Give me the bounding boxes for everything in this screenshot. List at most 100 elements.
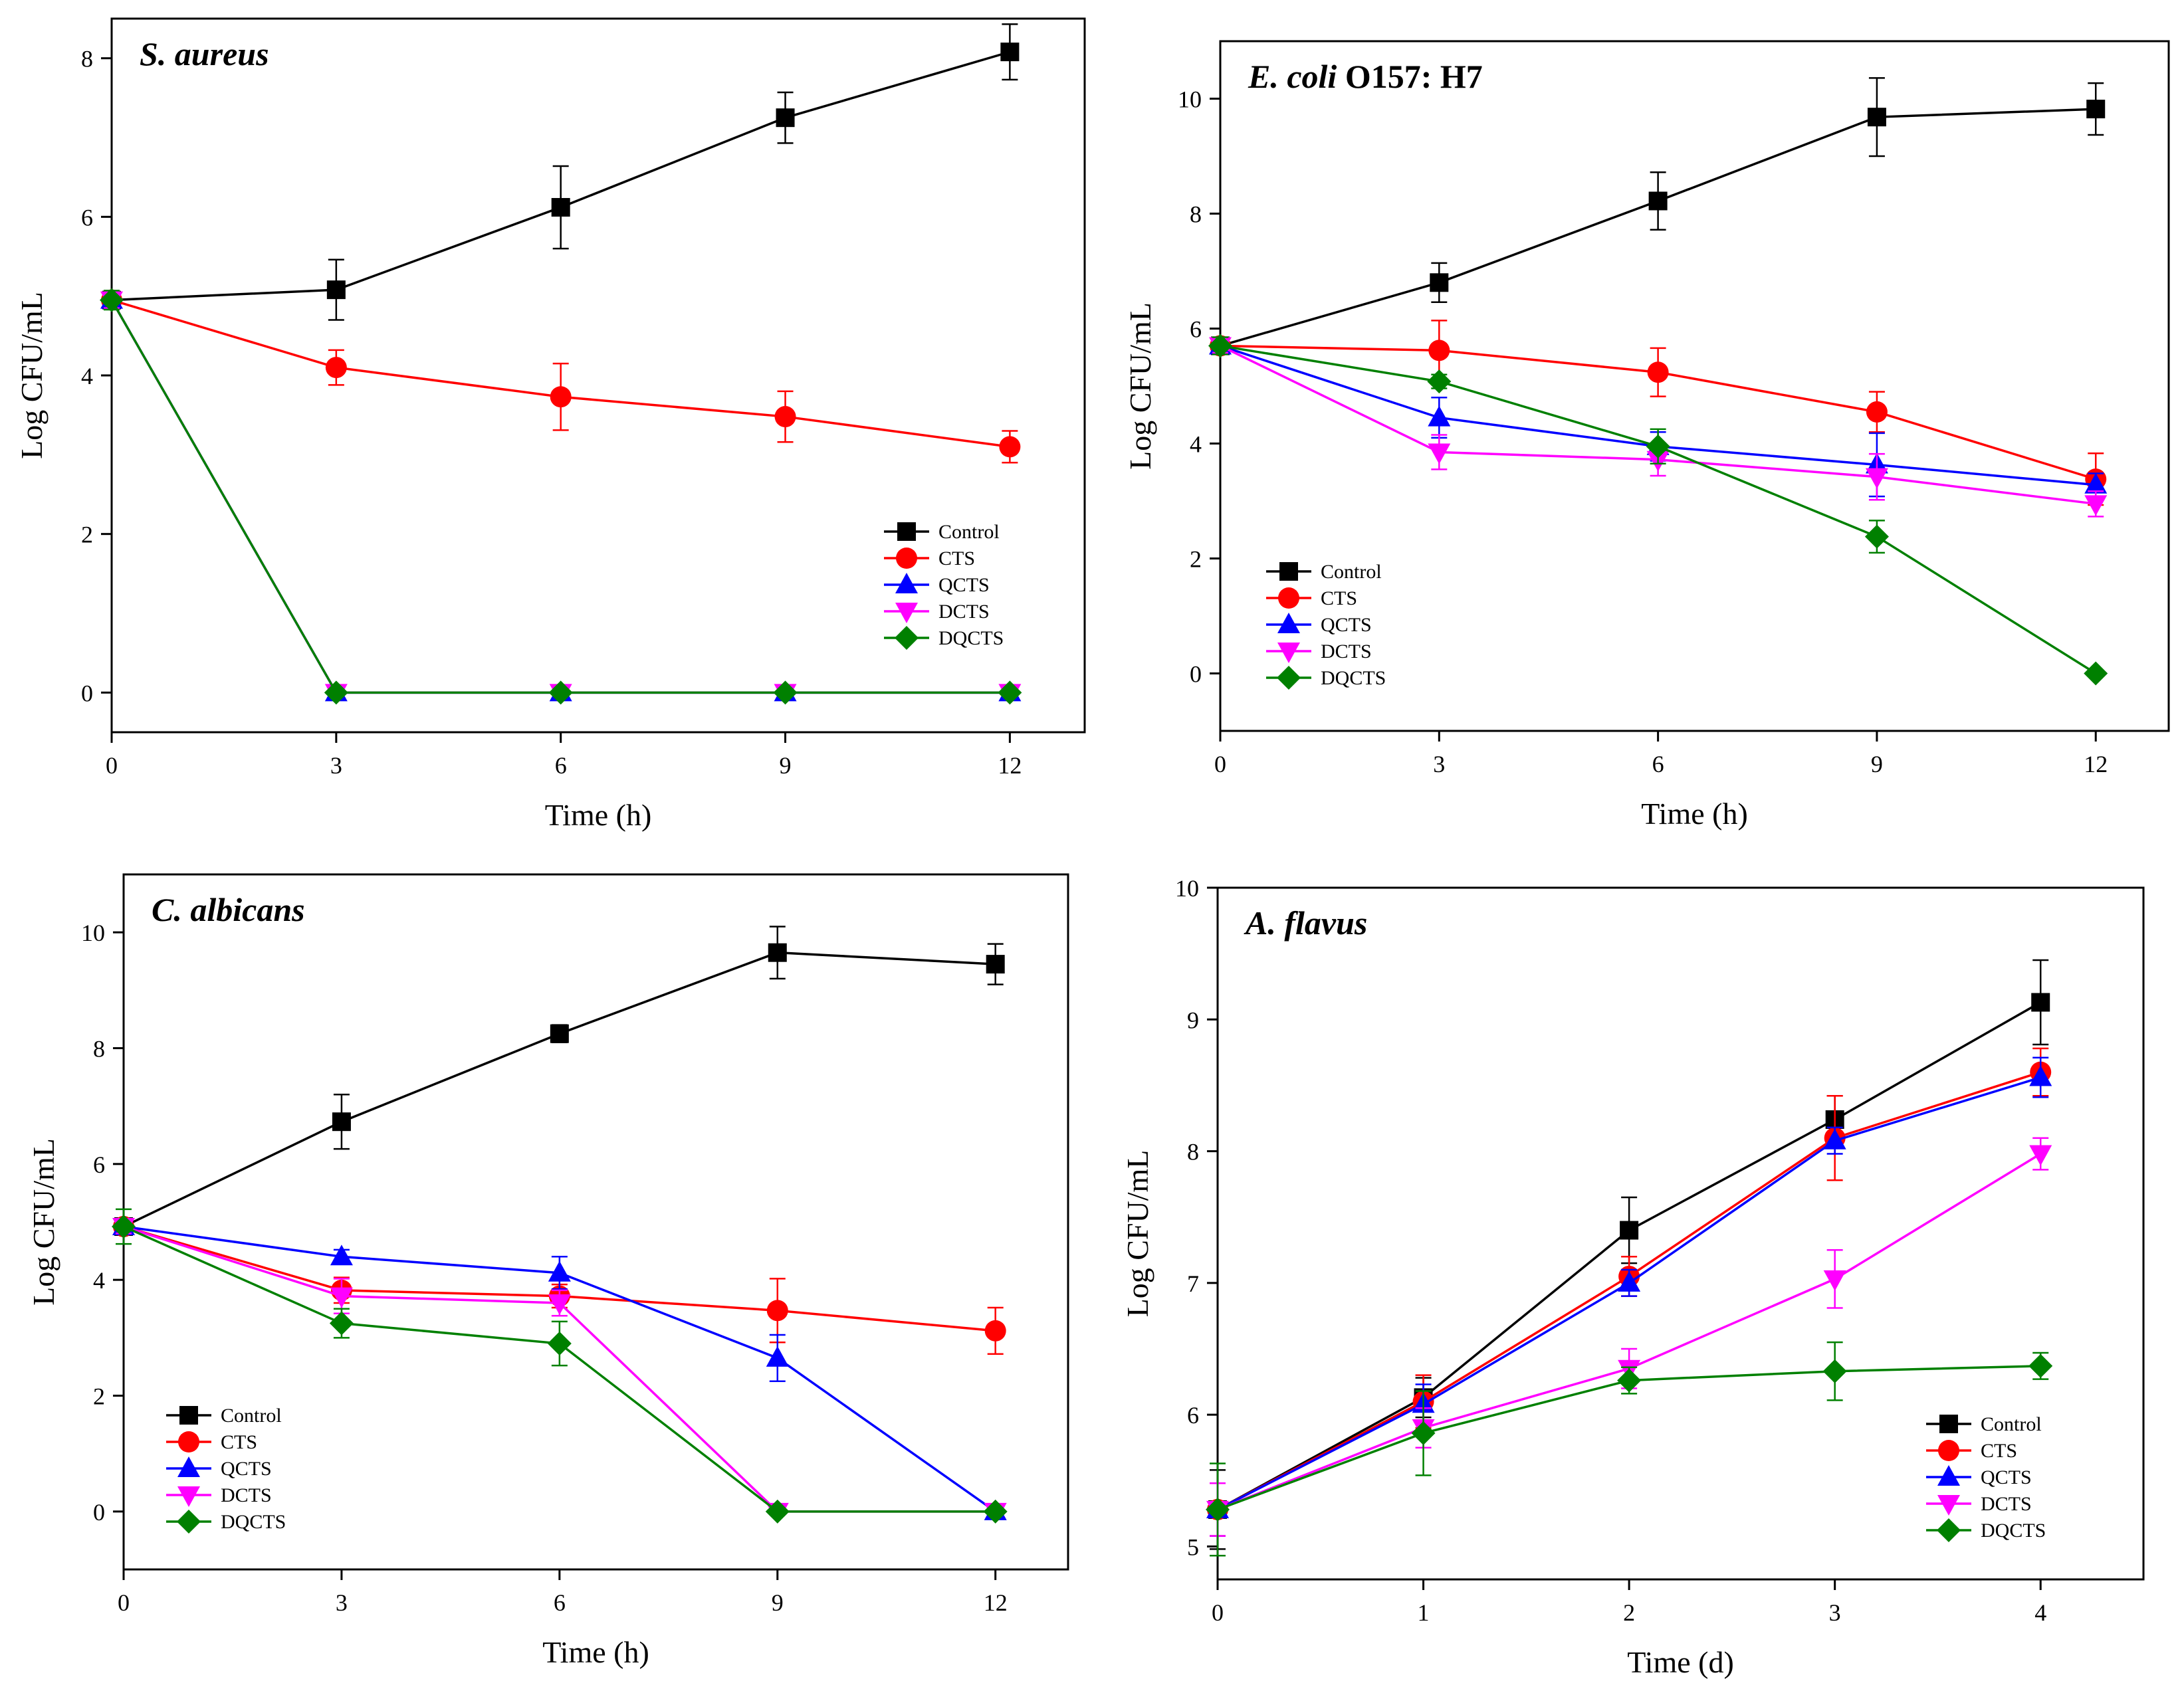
legend: Control CTS QCTS DCTS DQCTS — [884, 521, 1004, 650]
legend-marker — [1277, 643, 1300, 663]
legend-marker — [1279, 562, 1298, 581]
chart-panel-4: 0 1 2 3 4 5 6 7 8 9 10 Time (d) Log CFU/mL A. flavus C… — [1121, 875, 2145, 1679]
data-point — [330, 1287, 353, 1308]
legend-marker — [1937, 1465, 1960, 1486]
data-point — [1823, 1128, 1846, 1149]
data-point — [1428, 340, 1450, 361]
legend-label: DQCTS — [938, 627, 1004, 649]
data-point — [1822, 1359, 1847, 1383]
y-tick-label: 4 — [1190, 431, 1202, 458]
data-point — [998, 680, 1022, 705]
y-tick-label: 6 — [81, 204, 93, 231]
x-tick-label: 9 — [772, 1589, 784, 1616]
y-tick-label: 4 — [81, 363, 93, 389]
legend-marker — [1938, 1440, 1959, 1461]
data-point — [765, 1499, 790, 1524]
series-line — [110, 299, 1010, 694]
data-point — [2028, 1353, 2053, 1378]
y-tick-label: 0 — [1190, 661, 1202, 688]
legend: Control CTS QCTS DCTS DQCTS — [166, 1405, 286, 1534]
legend-marker — [895, 603, 918, 623]
data-point — [1866, 401, 1888, 423]
data-point — [329, 1311, 354, 1336]
data-point — [984, 1320, 1006, 1342]
data-point — [773, 680, 798, 705]
chart-panel-2: 0 3 6 9 12 0 2 4 6 8 10 Time (h) Log CFU/mL E. coli O… — [1123, 40, 2170, 831]
x-tick-label: 0 — [106, 752, 118, 779]
data-point — [2029, 1145, 2052, 1166]
data-point — [1411, 1421, 1436, 1445]
data-point — [548, 680, 573, 705]
chart-panel-3: 0 3 6 9 12 0 2 4 6 8 10 Time (h) Log CFU/mL C. albica… — [27, 873, 1069, 1669]
legend-label: CTS — [1321, 587, 1357, 609]
x-tick-label: 0 — [1214, 751, 1226, 777]
x-tick-label: 6 — [1652, 751, 1664, 777]
x-tick-label: 6 — [555, 752, 567, 779]
legend-marker — [895, 573, 918, 593]
y-tick-label: 8 — [1190, 201, 1202, 228]
data-point — [776, 108, 795, 128]
data-point — [1427, 369, 1452, 394]
y-tick-label: 10 — [1175, 875, 1199, 902]
y-tick-label: 8 — [1187, 1139, 1199, 1165]
x-axis-label: Time (h) — [545, 798, 652, 832]
chart-title: S. aureus — [140, 35, 269, 72]
chart-title: A. flavus — [1244, 904, 1367, 942]
y-tick-label: 8 — [81, 46, 93, 72]
x-tick-label: 2 — [1623, 1599, 1635, 1626]
legend-marker — [1939, 1415, 1958, 1433]
series-line — [110, 299, 1010, 694]
legend-label: QCTS — [1321, 614, 1372, 636]
legend-marker — [179, 1406, 198, 1425]
chart-panel-1: 0 3 6 9 12 0 2 4 6 8 Time (h) Log CFU/mL S. aureus Co… — [15, 17, 1086, 832]
x-tick-label: 3 — [1433, 751, 1445, 777]
data-point — [1618, 1270, 1641, 1292]
x-tick-label: 9 — [1871, 751, 1883, 777]
series-cts — [1210, 320, 2107, 506]
legend-label: DCTS — [221, 1484, 272, 1506]
y-tick-label: 0 — [93, 1499, 105, 1526]
x-tick-label: 0 — [118, 1589, 130, 1616]
data-point — [1867, 108, 1886, 127]
data-point — [1000, 43, 1020, 62]
data-point — [1208, 334, 1232, 358]
x-tick-label: 12 — [998, 752, 1022, 779]
chart-title-part: A. flavus — [1244, 904, 1367, 942]
data-point — [326, 280, 346, 300]
y-axis-label: Log CFU/mL — [1123, 302, 1157, 470]
data-point — [112, 1214, 136, 1239]
series-line — [110, 299, 1010, 694]
data-point — [1647, 361, 1669, 383]
legend-label: QCTS — [221, 1458, 272, 1480]
chart-title-part: S. aureus — [140, 35, 269, 72]
data-point — [100, 288, 124, 312]
legend-marker — [1277, 666, 1301, 690]
legend-label: Control — [1981, 1413, 2042, 1435]
x-tick-label: 6 — [554, 1589, 566, 1616]
data-point — [999, 436, 1021, 458]
x-tick-label: 12 — [984, 1589, 1008, 1616]
y-tick-label: 10 — [1178, 86, 1202, 113]
data-point — [1428, 405, 1451, 427]
series-control — [1208, 959, 2050, 1550]
data-point — [547, 1332, 572, 1356]
data-point — [551, 198, 570, 217]
x-axis-label: Time (h) — [542, 1635, 649, 1669]
legend-label: DQCTS — [1981, 1520, 2046, 1542]
series-dqcts — [1208, 334, 2108, 686]
data-point — [1648, 191, 1668, 211]
y-tick-label: 6 — [1187, 1402, 1199, 1429]
plot-frame — [110, 17, 1086, 734]
data-point — [1646, 434, 1670, 458]
data-point — [2029, 1065, 2052, 1086]
y-tick-label: 7 — [1187, 1270, 1199, 1297]
data-point — [2084, 472, 2108, 494]
plot-frame — [1216, 886, 2145, 1581]
data-point — [2084, 495, 2108, 516]
legend-label: CTS — [938, 548, 975, 569]
legend-marker — [1278, 587, 1299, 609]
data-point — [332, 1112, 351, 1132]
y-tick-label: 0 — [81, 680, 93, 706]
x-tick-label: 3 — [330, 752, 342, 779]
x-tick-label: 12 — [2084, 751, 2108, 777]
